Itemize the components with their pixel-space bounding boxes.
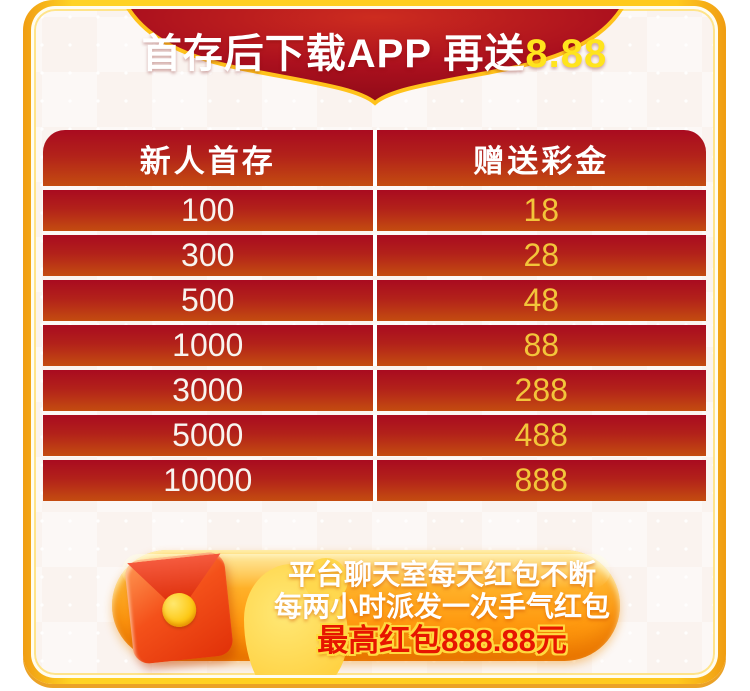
table-row: 5000 488 [43,415,706,456]
table-row: 300 28 [43,235,706,276]
column-divider [372,415,377,456]
deposit-amount: 3000 [43,370,373,411]
table-row: 3000 288 [43,370,706,411]
table-row: 1000 88 [43,325,706,366]
frame-inner-line: 首存后下载APP 再送8.88 新人首存 赠送彩金 100 18 [31,6,718,678]
column-divider [372,130,377,186]
header-bonus: 赠送彩金 [376,130,706,186]
table-header-row: 新人首存 赠送彩金 [43,130,706,186]
column-divider [372,235,377,276]
bonus-amount: 88 [376,325,706,366]
column-divider [372,280,377,321]
bonus-amount: 28 [376,235,706,276]
table-row: 500 48 [43,280,706,321]
table-row: 100 18 [43,190,706,231]
banner-line3: 最高红包888.88元 [317,623,567,658]
table-row: 10000 888 [43,460,706,501]
redpacket-banner[interactable]: 平台聊天室每天红包不断 每两小时派发一次手气红包 最高红包888.88元 [112,550,620,675]
banner-line1: 平台聊天室每天红包不断 [287,559,596,590]
yellow-splash-decor [244,558,348,675]
column-divider [372,325,377,366]
ribbon-title-highlight: 8.88 [525,32,608,76]
bonus-amount: 18 [376,190,706,231]
content-panel: 首存后下载APP 再送8.88 新人首存 赠送彩金 100 18 [34,9,715,675]
deposit-amount: 10000 [43,460,373,501]
banner-line2: 每两小时派发一次手气红包 [273,591,610,622]
deposit-table: 新人首存 赠送彩金 100 18 300 28 [43,130,706,501]
deposit-amount: 500 [43,280,373,321]
deposit-table-rows: 100 18 300 28 500 48 [43,190,706,501]
deposit-amount: 5000 [43,415,373,456]
red-envelope-icon [123,551,235,665]
ribbon-shape-icon [125,9,624,106]
column-divider [372,370,377,411]
bonus-amount: 888 [376,460,706,501]
ribbon-banner[interactable]: 首存后下载APP 再送8.88 [36,9,714,110]
banner-text: 平台聊天室每天红包不断 每两小时派发一次手气红包 最高红包888.88元 [272,559,612,658]
deposit-amount: 100 [43,190,373,231]
bonus-amount: 48 [376,280,706,321]
bonus-amount: 288 [376,370,706,411]
ribbon-title-text: 首存后下载APP 再送 [141,32,526,76]
column-divider [372,190,377,231]
column-divider [372,460,377,501]
deposit-amount: 1000 [43,325,373,366]
header-deposit: 新人首存 [43,130,373,186]
deposit-amount: 300 [43,235,373,276]
bonus-amount: 488 [376,415,706,456]
ribbon-title: 首存后下载APP 再送8.88 [36,21,714,79]
gold-frame: 首存后下载APP 再送8.88 新人首存 赠送彩金 100 18 [23,0,726,684]
